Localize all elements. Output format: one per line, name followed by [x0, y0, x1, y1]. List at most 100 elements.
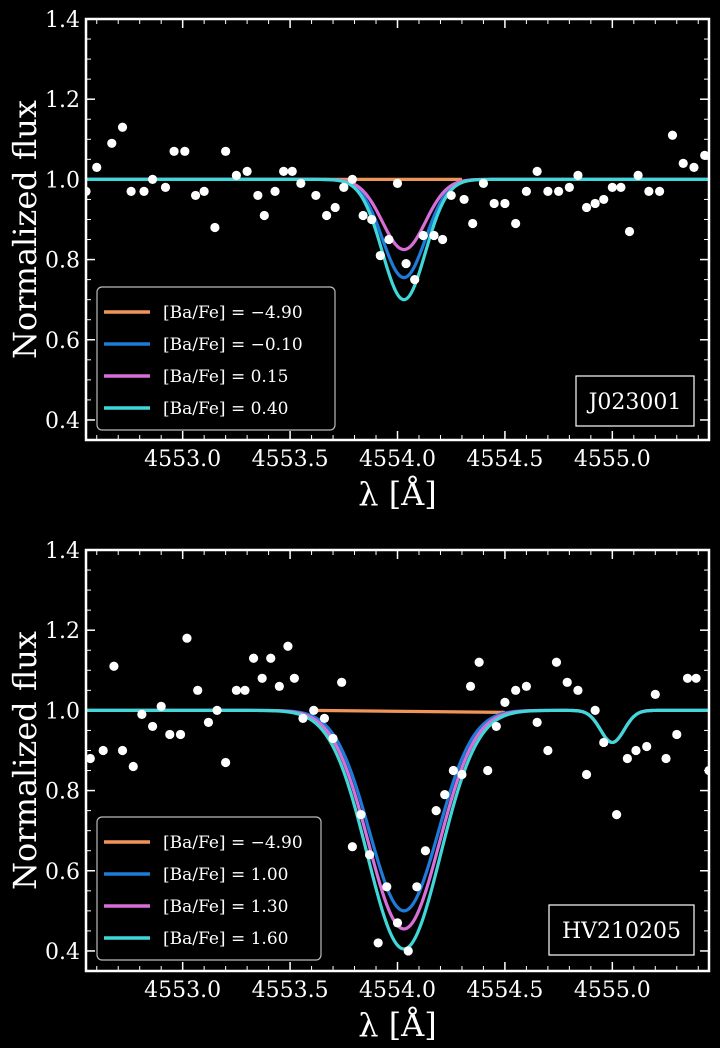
observed-point	[511, 685, 521, 695]
observed-point	[296, 178, 306, 188]
observed-point	[190, 190, 201, 201]
observed-point	[672, 729, 682, 740]
plot-area	[86, 633, 709, 956]
observed-point	[311, 190, 321, 201]
y-tick-label: 0.8	[45, 249, 80, 274]
observed-point	[511, 218, 521, 229]
y-axis-label: Normalized flux	[6, 100, 44, 359]
observed-point	[384, 234, 394, 245]
observed-point	[650, 689, 660, 699]
observed-point	[616, 182, 626, 192]
x-tick-label: 4554.0	[359, 447, 436, 472]
observed-point	[199, 186, 209, 197]
legend-box	[96, 816, 322, 961]
series-line-4	[86, 708, 709, 951]
observed-point	[612, 810, 622, 820]
observed-point	[590, 198, 600, 209]
observed-point	[599, 194, 609, 205]
star-label: J023001	[587, 390, 682, 415]
observed-point	[128, 761, 138, 772]
legend-box	[96, 286, 336, 431]
observed-point	[337, 677, 347, 687]
observed-point	[287, 166, 297, 176]
legend-label: [Ba/Fe] = 1.60	[163, 929, 288, 949]
observed-point	[298, 713, 308, 724]
star-label-box	[548, 904, 695, 956]
observed-point	[240, 685, 250, 695]
observed-point	[137, 709, 147, 719]
observed-point	[180, 146, 190, 156]
observed-point	[147, 174, 158, 184]
y-tick-label: 1.2	[45, 88, 80, 113]
observed-point	[573, 170, 583, 180]
observed-point	[221, 757, 231, 768]
observed-point	[500, 697, 510, 707]
observed-point	[448, 765, 458, 776]
y-tick-label: 0.6	[45, 329, 80, 354]
observed-point	[107, 138, 117, 148]
legend-label: [Ba/Fe] = 0.15	[163, 367, 288, 387]
observed-point	[193, 685, 203, 695]
observed-point	[242, 166, 252, 176]
y-tick-label: 0.6	[45, 860, 80, 885]
observed-point	[231, 685, 241, 695]
observed-point	[562, 677, 572, 687]
observed-point	[126, 186, 136, 197]
observed-point	[429, 230, 439, 241]
observed-point	[543, 186, 553, 197]
observed-point	[654, 186, 665, 197]
observed-point	[330, 202, 340, 213]
observed-point	[375, 250, 385, 261]
y-tick-label: 1.0	[45, 168, 80, 193]
observed-point	[551, 657, 562, 667]
series-line-1	[311, 708, 505, 714]
observed-point	[322, 210, 332, 221]
observed-point	[221, 146, 231, 156]
y-tick-label: 1.4	[45, 539, 80, 564]
chart-panel-1: 4553.0 4553.5 4554.0 4554.5 4555.0 0.4 0.6 0.8 1…	[6, 8, 711, 513]
observed-point	[622, 753, 632, 764]
observed-point	[420, 846, 431, 856]
observed-point	[182, 633, 192, 643]
observed-point	[356, 810, 366, 820]
observed-point	[554, 186, 564, 197]
chart-panel-2: 4553.0 4553.5 4554.0 4554.5 4555.0 0.4 0.6 0.8 1…	[6, 539, 711, 1044]
observed-point	[373, 938, 383, 948]
observed-point	[489, 198, 499, 209]
observed-point	[319, 713, 330, 724]
observed-point	[468, 218, 478, 229]
observed-point	[358, 210, 368, 221]
plot-area	[86, 122, 709, 302]
observed-point	[92, 162, 102, 172]
observed-point	[478, 178, 489, 188]
x-tick-label: 4555.0	[574, 978, 651, 1003]
observed-point	[661, 753, 671, 764]
observed-point	[367, 214, 377, 225]
observed-point	[98, 745, 108, 756]
legend-label: [Ba/Fe] = −0.10	[163, 335, 303, 355]
observed-point	[631, 745, 641, 756]
observed-point	[691, 673, 701, 683]
observed-point	[446, 190, 456, 201]
observed-point	[160, 182, 171, 192]
observed-point	[581, 769, 592, 780]
observed-point	[109, 661, 119, 671]
observed-point	[401, 258, 411, 269]
star-label: HV210205	[562, 919, 681, 944]
axes-frame	[84, 548, 711, 973]
observed-point	[599, 737, 609, 748]
legend-label: [Ba/Fe] = 0.40	[163, 399, 288, 419]
observed-point	[392, 918, 403, 928]
observed-point	[465, 681, 476, 691]
y-tick-label: 1.2	[45, 619, 80, 644]
observed-point	[347, 174, 357, 184]
observed-point	[543, 745, 553, 756]
observed-point	[667, 130, 678, 140]
observed-point	[279, 166, 289, 176]
observed-point	[147, 721, 158, 732]
observed-point	[270, 186, 280, 197]
axes-frame	[84, 17, 711, 442]
observed-point	[483, 765, 493, 776]
observed-point	[117, 122, 128, 132]
x-tick-label: 4554.5	[466, 978, 543, 1003]
